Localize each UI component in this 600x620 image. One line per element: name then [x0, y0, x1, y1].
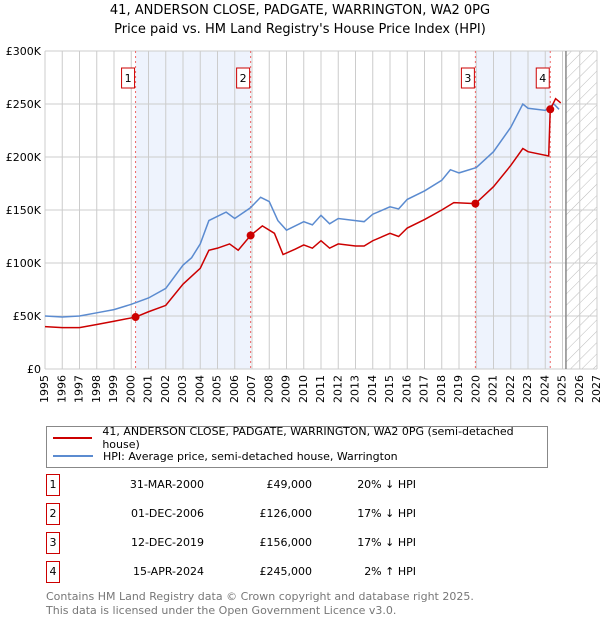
sale-label-box [236, 67, 251, 89]
legend-item-property: 41, ANDERSON CLOSE, PADGATE, WARRINGTON,… [53, 425, 547, 451]
chart-title: 41, ANDERSON CLOSE, PADGATE, WARRINGTON,… [109, 3, 491, 18]
property-price-line [44, 97, 562, 329]
x-tick-label: 2020 [469, 375, 482, 403]
sale-label: 4 [539, 72, 546, 85]
x-tick-label: 2013 [349, 375, 362, 403]
sale-price: £126,000 [259, 507, 313, 520]
x-tick-label: 2005 [211, 375, 224, 403]
x-tick-label: 2015 [383, 375, 396, 403]
x-tick-label: 1995 [38, 375, 51, 403]
y-tick-label: £300K [6, 45, 42, 58]
x-tick-label: 2014 [366, 375, 379, 403]
sale-label-box [121, 67, 136, 89]
footer-licence: This data is licensed under the Open Gov… [46, 604, 397, 617]
x-tick-label: 2010 [297, 375, 310, 403]
sale-price: £156,000 [259, 536, 313, 549]
sale-hpi-diff: 20% ↓ HPI [357, 478, 416, 491]
y-tick-label: £200K [6, 151, 42, 164]
x-tick-label: 2017 [418, 375, 431, 403]
sale-point [471, 199, 480, 208]
legend-item-hpi: HPI: Average price, semi-detached house,… [53, 447, 398, 465]
x-tick-label: 1998 [90, 375, 103, 403]
price-chart: 1995 1996 1997 1998 1999 2000 2001 2002 2003 2004… [6, 45, 600, 403]
x-tick-label: 2008 [262, 375, 275, 403]
footer-copyright: Contains HM Land Registry data © Crown c… [46, 590, 474, 603]
x-tick-label: 2011 [314, 375, 327, 403]
legend-label: 41, ANDERSON CLOSE, PADGATE, WARRINGTON,… [102, 425, 514, 451]
x-tick-label: 2025 [556, 375, 569, 403]
x-tick-label: 2003 [176, 375, 189, 403]
sale-date: 31-MAR-2000 [129, 478, 204, 491]
legend-swatch-red [53, 437, 93, 439]
sale-hpi-diff: 17% ↓ HPI [357, 536, 416, 549]
x-tick-label: 2009 [280, 375, 293, 403]
x-tick-label: 2026 [573, 375, 586, 403]
x-tick-label: 2021 [487, 375, 500, 403]
x-tick-label: 2006 [228, 375, 241, 403]
chart-subtitle: Price paid vs. HM Land Registry's House … [114, 22, 486, 37]
sale-date: 12-DEC-2019 [130, 536, 204, 549]
sale-number: 2 [46, 503, 60, 525]
sale-date: 01-DEC-2006 [130, 507, 204, 520]
x-tick-label: 2022 [504, 375, 517, 403]
legend-label: HPI: Average price, semi-detached house,… [103, 449, 398, 463]
x-tick-label: 1999 [107, 375, 120, 403]
y-tick-label: £150K [6, 204, 42, 217]
x-tick-label: 1996 [55, 375, 68, 403]
sale-label-box [460, 67, 475, 89]
sale-number: 3 [46, 532, 60, 554]
sale-number: 4 [46, 561, 60, 583]
y-tick-label: £50K [13, 310, 42, 323]
sale-point [131, 313, 140, 322]
x-tick-label: 2023 [521, 375, 534, 403]
sale-hpi-diff: 17% ↓ HPI [357, 507, 416, 520]
y-tick-label: £250K [6, 98, 42, 111]
x-tick-label: 2000 [124, 375, 137, 403]
sale-number: 1 [46, 474, 60, 496]
sale-price: £245,000 [259, 565, 313, 578]
x-tick-label: 2016 [400, 375, 413, 403]
x-tick-label: 2001 [142, 375, 155, 403]
sale-date: 15-APR-2024 [132, 565, 204, 578]
hpi-line [44, 102, 560, 318]
x-tick-label: 2007 [245, 375, 258, 403]
x-tick-label: 2002 [159, 375, 172, 403]
sale-point [546, 105, 555, 114]
x-tick-label: 1997 [73, 375, 86, 403]
sale-point [246, 231, 255, 240]
legend-swatch-blue [53, 455, 93, 457]
sale-hpi-diff: 2% ↑ HPI [364, 565, 416, 578]
x-tick-label: 2012 [331, 375, 344, 403]
y-tick-label: £0 [27, 363, 41, 376]
x-tick-label: 2024 [538, 375, 551, 403]
y-tick-label: £100K [6, 257, 42, 270]
x-tick-label: 2004 [193, 375, 206, 403]
x-tick-label: 2027 [590, 375, 600, 403]
sale-label: 1 [125, 72, 132, 85]
x-tick-label: 2018 [435, 375, 448, 403]
sale-label-box [535, 67, 550, 89]
sale-price: £49,000 [266, 478, 313, 491]
sale-label: 3 [464, 72, 471, 85]
x-tick-label: 2019 [452, 375, 465, 403]
sale-label: 2 [240, 72, 247, 85]
legend: 41, ANDERSON CLOSE, PADGATE, WARRINGTON,… [46, 425, 548, 468]
